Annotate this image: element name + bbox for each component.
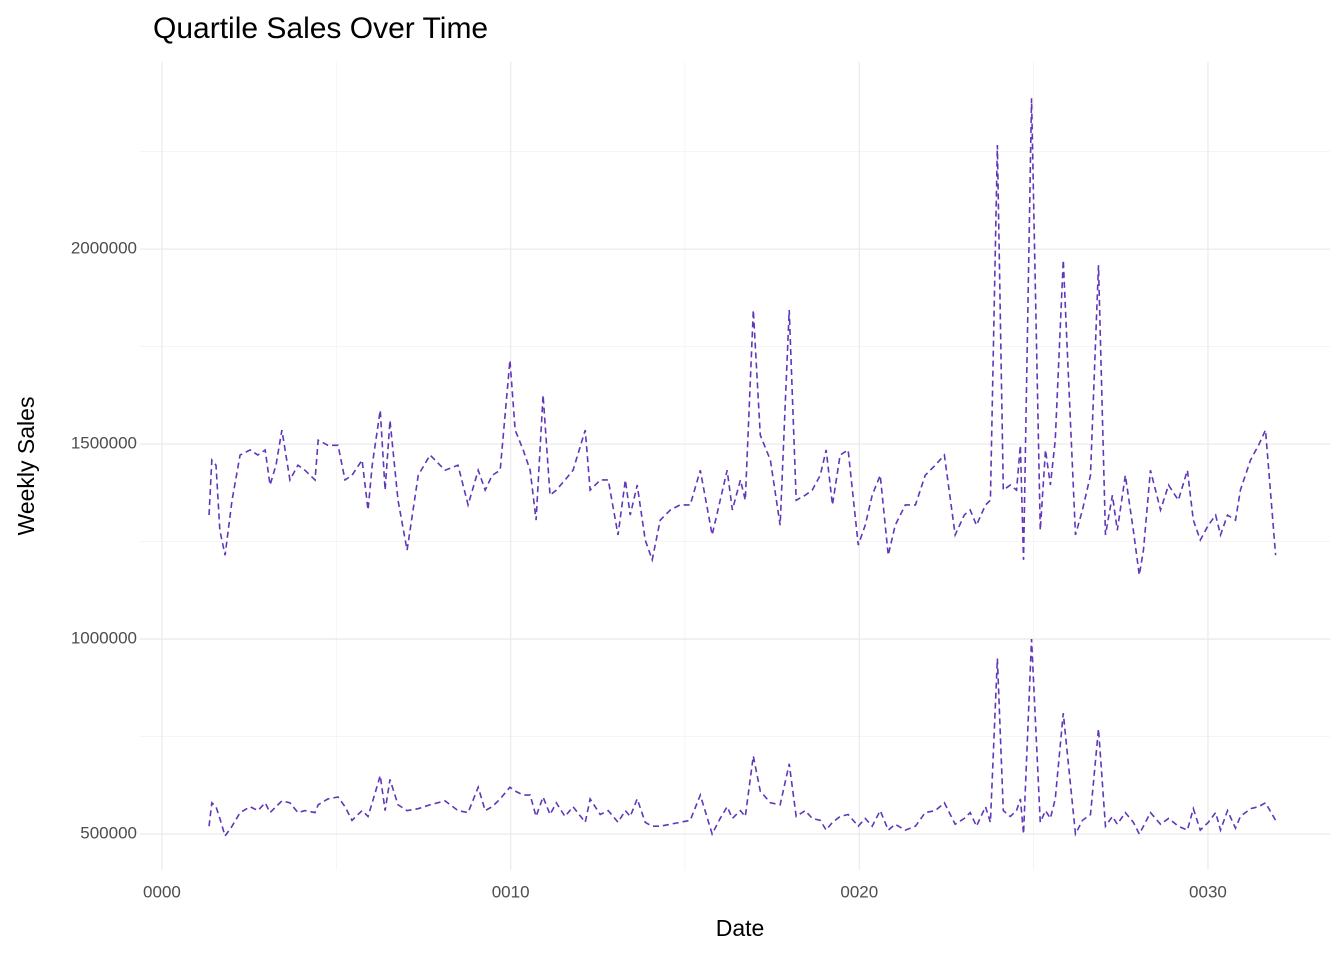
y-tick-label: 500000 (80, 823, 137, 842)
y-axis-title: Weekly Sales (13, 397, 39, 536)
series-line (208, 639, 1277, 838)
x-tick-label: 0000 (143, 882, 181, 901)
series-line (208, 98, 1277, 576)
x-tick-label: 0030 (1189, 882, 1227, 901)
y-tick-label: 2000000 (71, 239, 137, 258)
y-tick-label: 1500000 (71, 434, 137, 453)
chart-title: Quartile Sales Over Time (153, 12, 488, 45)
y-tick-label: 1000000 (71, 629, 137, 648)
x-tick-label: 0010 (492, 882, 530, 901)
x-axis-title: Date (716, 915, 765, 941)
plot-area (208, 98, 1277, 838)
x-tick-label: 0020 (840, 882, 878, 901)
grid (140, 62, 1330, 870)
